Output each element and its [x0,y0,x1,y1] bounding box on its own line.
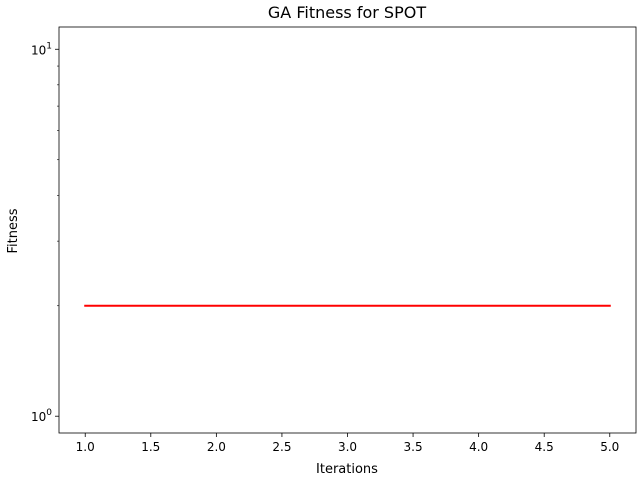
x-tick-label: 2.5 [272,440,291,454]
x-tick-label: 3.5 [404,440,423,454]
x-tick-label: 1.5 [141,440,160,454]
x-tick-label: 5.0 [600,440,619,454]
x-tick-label: 4.5 [535,440,554,454]
y-tick-label: 101 [31,41,52,57]
y-axis-label: Fitness [6,208,21,253]
x-axis-label: Iterations [316,462,378,477]
x-tick-label: 3.0 [338,440,357,454]
plot-area: 1.0 1.5 2.0 2.5 3.0 3.5 4.0 4.5 5.0 100 101 [31,26,637,454]
axes-frame [58,26,637,434]
x-tick-label: 4.0 [469,440,488,454]
chart-title: GA Fitness for SPOT [268,3,426,22]
x-tick-label: 2.0 [207,440,226,454]
x-tick-label: 1.0 [76,440,95,454]
y-tick-label: 100 [31,408,52,424]
